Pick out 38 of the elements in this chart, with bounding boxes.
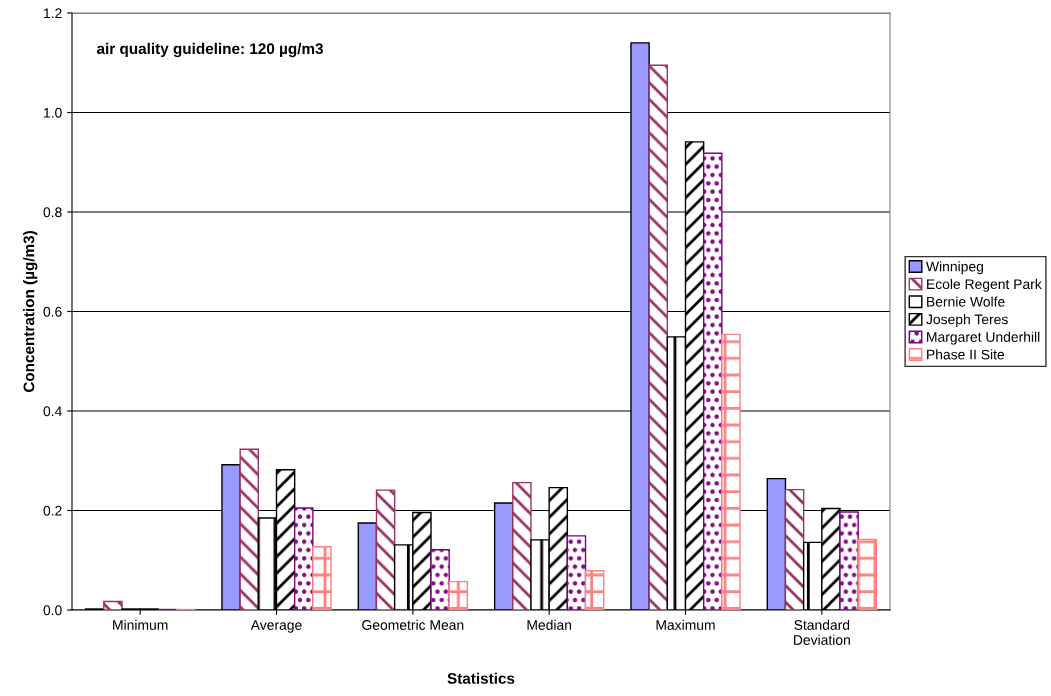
bar — [648, 64, 669, 610]
y-axis-title: Concentration (µg/m3) — [23, 231, 38, 393]
x-tick-label: Median — [527, 619, 572, 630]
annotation: air quality guideline: 120 µg/m3 — [96, 42, 323, 58]
bar — [512, 481, 532, 610]
bar — [375, 489, 396, 610]
bar — [839, 511, 859, 610]
bar — [103, 600, 123, 610]
y-tick-label: 0.2 — [43, 505, 62, 516]
legend-label: Winnipeg — [926, 261, 983, 275]
y-tick-label: 1.0 — [44, 107, 62, 118]
bar — [702, 152, 723, 610]
legend-label: Bernie Wolfe — [927, 296, 1005, 307]
y-tick-label: 0.8 — [43, 207, 62, 218]
bar — [312, 546, 332, 610]
legend-label: Joseph Teres — [926, 314, 1008, 328]
x-tick-label: Average — [250, 620, 302, 633]
bar — [721, 333, 741, 610]
legend-label: Ecole Regent Park — [927, 278, 1042, 292]
bar — [293, 507, 314, 610]
y-tick-label: 0.6 — [43, 306, 62, 317]
x-tick-label: Minimum — [113, 619, 168, 630]
y-tick-label: 1.2 — [44, 8, 62, 19]
x-tick-label: Maximum — [656, 619, 715, 630]
legend-label: Phase II Site — [927, 349, 1005, 360]
bar — [784, 488, 805, 610]
x-tick-label: Geometric Mean — [362, 619, 464, 630]
bar — [857, 538, 878, 610]
bar — [584, 570, 605, 610]
bar — [566, 535, 587, 610]
y-tick-label: 0.0 — [43, 605, 62, 616]
y-tick-label: 0.4 — [43, 406, 62, 417]
bar — [430, 549, 450, 610]
bar — [239, 448, 260, 610]
x-axis-title: Statistics — [447, 672, 515, 684]
legend-label: Margaret Underhill — [927, 331, 1040, 345]
bar — [448, 580, 469, 610]
x-tick-label: Standard Deviation — [794, 619, 850, 645]
